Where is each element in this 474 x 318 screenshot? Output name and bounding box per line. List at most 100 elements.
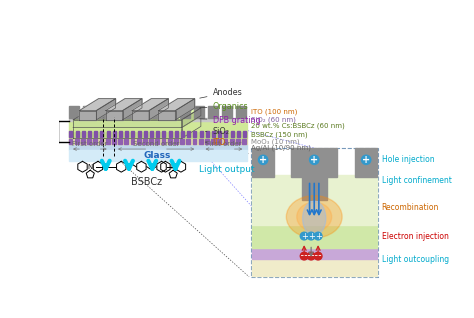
- Bar: [75, 131, 79, 137]
- Polygon shape: [96, 99, 116, 120]
- Bar: [143, 139, 147, 144]
- Polygon shape: [73, 148, 182, 156]
- Bar: [194, 106, 204, 118]
- Ellipse shape: [297, 202, 332, 232]
- Text: Light output: Light output: [199, 164, 255, 174]
- Text: Hole injection: Hole injection: [382, 155, 434, 164]
- Bar: [87, 139, 91, 144]
- Bar: [112, 139, 116, 144]
- Bar: [69, 138, 247, 144]
- Bar: [180, 139, 184, 144]
- Bar: [69, 139, 73, 144]
- Bar: [130, 139, 135, 144]
- Bar: [125, 131, 128, 137]
- Polygon shape: [73, 116, 201, 128]
- Bar: [81, 139, 85, 144]
- Text: MoO₃ (10 nm): MoO₃ (10 nm): [251, 138, 299, 145]
- Bar: [110, 106, 120, 118]
- Bar: [236, 106, 246, 118]
- Bar: [69, 106, 79, 118]
- Bar: [106, 139, 109, 144]
- Text: +: +: [362, 155, 370, 165]
- Polygon shape: [143, 138, 149, 148]
- Bar: [100, 131, 103, 137]
- Bar: [252, 148, 274, 177]
- Polygon shape: [73, 136, 201, 148]
- Text: Anodes: Anodes: [200, 88, 242, 98]
- Text: BSBCz (150 nm): BSBCz (150 nm): [251, 131, 307, 138]
- Bar: [155, 139, 159, 144]
- Text: +: +: [315, 232, 321, 240]
- Bar: [69, 121, 247, 131]
- Text: 20 wt.% Cs:BSBCz (60 nm): 20 wt.% Cs:BSBCz (60 nm): [251, 123, 345, 129]
- Polygon shape: [106, 111, 123, 120]
- Text: Second order: Second order: [133, 141, 179, 147]
- Circle shape: [310, 155, 319, 164]
- Polygon shape: [155, 138, 162, 148]
- Bar: [291, 148, 337, 177]
- Bar: [252, 225, 377, 248]
- Polygon shape: [175, 99, 195, 120]
- Bar: [100, 139, 103, 144]
- Bar: [180, 106, 190, 118]
- Bar: [181, 131, 184, 137]
- Bar: [230, 131, 234, 137]
- Bar: [212, 131, 215, 137]
- Bar: [230, 139, 234, 144]
- Bar: [113, 131, 116, 137]
- Bar: [175, 131, 178, 137]
- Bar: [69, 131, 73, 137]
- Polygon shape: [93, 138, 100, 148]
- Bar: [69, 144, 247, 150]
- Polygon shape: [73, 108, 201, 120]
- Polygon shape: [182, 108, 201, 128]
- Polygon shape: [106, 138, 112, 148]
- Ellipse shape: [286, 196, 342, 238]
- Text: Organics: Organics: [200, 102, 248, 111]
- Bar: [82, 131, 85, 137]
- Polygon shape: [73, 138, 182, 148]
- Text: N: N: [171, 164, 176, 170]
- Text: −: −: [300, 251, 308, 261]
- Bar: [69, 118, 247, 121]
- Polygon shape: [149, 99, 168, 120]
- Bar: [131, 131, 135, 137]
- Bar: [186, 139, 190, 144]
- Text: −: −: [314, 251, 322, 261]
- Bar: [205, 139, 209, 144]
- Polygon shape: [81, 138, 87, 148]
- Text: SiO₂: SiO₂: [205, 127, 229, 136]
- Ellipse shape: [302, 201, 326, 236]
- Bar: [211, 139, 215, 144]
- Polygon shape: [80, 111, 96, 120]
- Circle shape: [300, 252, 308, 260]
- Polygon shape: [182, 126, 201, 148]
- Bar: [162, 139, 165, 144]
- Bar: [208, 106, 218, 118]
- Bar: [252, 248, 377, 259]
- Bar: [218, 131, 221, 137]
- Bar: [137, 131, 141, 137]
- Text: DFB grating: DFB grating: [200, 116, 260, 125]
- Bar: [144, 131, 147, 137]
- Text: First order: First order: [72, 141, 108, 147]
- Polygon shape: [132, 99, 168, 111]
- Bar: [224, 131, 228, 137]
- Polygon shape: [168, 138, 174, 148]
- Bar: [187, 131, 190, 137]
- Polygon shape: [182, 116, 201, 138]
- Polygon shape: [73, 128, 182, 138]
- Text: Glass: Glass: [144, 151, 172, 160]
- Circle shape: [362, 155, 371, 164]
- Bar: [192, 139, 196, 144]
- Circle shape: [314, 232, 322, 240]
- Bar: [242, 139, 246, 144]
- Bar: [149, 139, 153, 144]
- Text: N: N: [88, 164, 93, 170]
- Bar: [199, 139, 202, 144]
- Polygon shape: [132, 111, 149, 120]
- Bar: [243, 131, 246, 137]
- Bar: [224, 139, 228, 144]
- Bar: [119, 131, 122, 137]
- Text: Ag/Al (10/90 nm): Ag/Al (10/90 nm): [251, 144, 310, 151]
